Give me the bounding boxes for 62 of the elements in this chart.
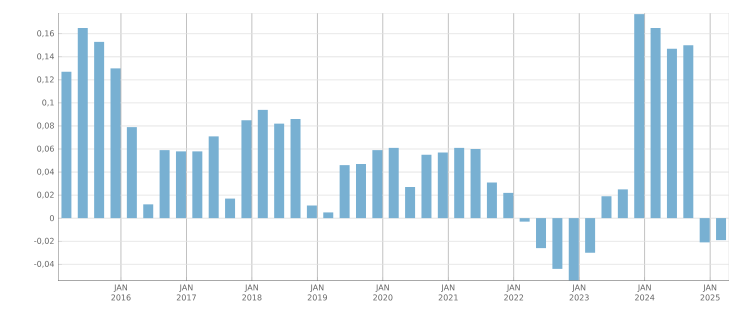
bar (585, 218, 596, 253)
bar (160, 150, 170, 218)
bar (716, 218, 726, 240)
bar (306, 206, 317, 218)
bar (421, 154, 432, 218)
bar (372, 150, 382, 218)
bar (340, 165, 350, 218)
bar (241, 120, 252, 218)
y-tick-label: -0,04 (34, 260, 54, 268)
x-tick-label: JAN 2019 (308, 284, 327, 300)
bar (192, 151, 202, 218)
y-tick-label: 0,1 (42, 99, 54, 106)
bar (143, 204, 154, 218)
x-tick-label: JAN 2024 (635, 284, 654, 300)
bar (323, 212, 334, 218)
y-tick-label: 0,14 (37, 53, 54, 60)
y-tick-label: 0,04 (37, 168, 54, 176)
bar (61, 72, 72, 218)
x-tick-label: JAN 2016 (111, 284, 131, 300)
bar (650, 28, 661, 218)
x-tick-label: JAN 2022 (504, 284, 524, 300)
bar (470, 149, 481, 218)
bar (503, 192, 514, 218)
bar (126, 127, 137, 218)
y-tick-label: 0 (50, 215, 54, 222)
bar (274, 124, 284, 218)
bar (405, 187, 416, 218)
bar (438, 152, 448, 218)
bar (666, 48, 677, 218)
y-tick-label: 0,12 (37, 76, 54, 84)
bar (78, 28, 88, 218)
bar (700, 218, 710, 242)
x-tick-label: JAN 2018 (242, 284, 262, 300)
bar (454, 148, 464, 218)
bar (388, 148, 399, 218)
bar (208, 136, 219, 218)
bar (601, 196, 612, 218)
x-tick-label: JAN 2020 (373, 284, 392, 300)
bar (258, 110, 268, 218)
bar (520, 218, 530, 222)
y-tick-label: 0,08 (37, 122, 54, 130)
x-tick-label: JAN 2025 (700, 284, 720, 300)
bar (552, 218, 562, 269)
bar (356, 164, 366, 218)
bar (94, 42, 104, 218)
x-tick-label: JAN 2017 (176, 284, 196, 300)
bar (486, 182, 497, 218)
bar (568, 218, 579, 280)
bar (683, 45, 694, 218)
y-tick-label: 0,16 (37, 30, 54, 38)
y-tick-label: 0,02 (37, 192, 54, 199)
bar (110, 68, 120, 218)
bar (634, 14, 644, 218)
x-tick-label: JAN 2023 (570, 284, 589, 300)
x-tick-label: JAN 2021 (438, 284, 458, 300)
bar (290, 119, 301, 218)
y-tick-label: 0,06 (37, 146, 54, 152)
y-tick-label: -0,02 (34, 238, 54, 245)
bar (536, 218, 546, 248)
bar (176, 151, 186, 218)
bar (618, 189, 628, 218)
bar (225, 198, 236, 218)
